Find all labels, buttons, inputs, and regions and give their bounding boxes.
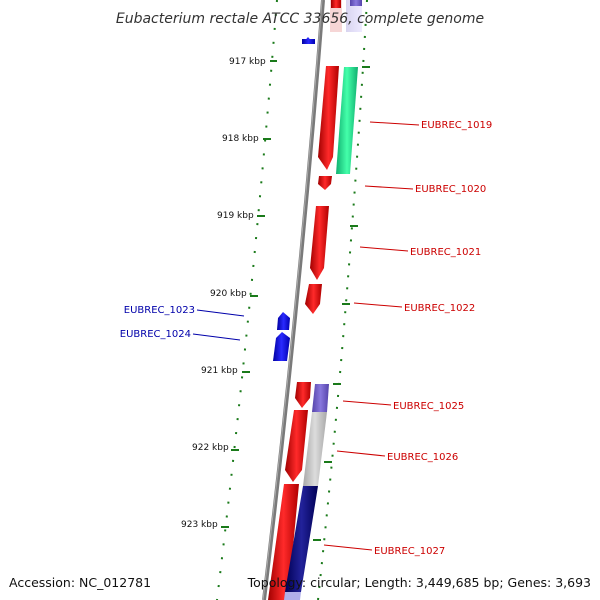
tick-label: 919 kbp [217, 211, 254, 221]
gene-eubrec-1025 [295, 382, 311, 408]
map-title: Eubacterium rectale ATCC 33656, complete… [116, 11, 484, 27]
partial-purple-feature [350, 0, 362, 6]
tick-label: 923 kbp [181, 520, 218, 530]
accession-text: Accession: NC_012781 [9, 575, 151, 590]
gene-label-eubrec-1025: EUBREC_1025 [393, 401, 464, 412]
gene-label-eubrec-1019: EUBREC_1019 [421, 120, 492, 131]
outer-tick-marks [313, 66, 370, 541]
gene-label-eubrec-1027: EUBREC_1027 [374, 546, 445, 557]
gene-label-eubrec-1020: EUBREC_1020 [415, 184, 486, 195]
tick-label: 922 kbp [192, 443, 229, 453]
tick-label: 918 kbp [222, 134, 259, 144]
partial-red-feature [331, 0, 341, 8]
navy-feature-tail [284, 592, 301, 600]
gene-label-eubrec-1026: EUBREC_1026 [387, 452, 458, 463]
gene-label-eubrec-1021: EUBREC_1021 [410, 247, 481, 258]
gene-eubrec-1026 [285, 410, 308, 482]
gene-eubrec-1022 [305, 284, 322, 314]
green-feature [336, 67, 358, 174]
navy-feature [285, 486, 318, 592]
purple-feature [312, 384, 329, 412]
tick-label: 920 kbp [210, 289, 247, 299]
topology-text: Topology: circular; Length: 3,449,685 bp… [247, 575, 591, 590]
partial-pale-feature [346, 0, 362, 32]
gene-eubrec-1020 [318, 176, 332, 190]
gene-label-eubrec-1022: EUBREC_1022 [404, 303, 475, 314]
tick-labels: 917 kbp 918 kbp 919 kbp 920 kbp 921 kbp … [181, 57, 266, 530]
gene-eubrec-1024 [273, 332, 290, 361]
gene-eubrec-1027 [268, 484, 299, 600]
gene-label-eubrec-1024: EUBREC_1024 [120, 329, 191, 340]
genome-backbone [262, 0, 325, 600]
grey-feature [303, 412, 327, 486]
gene-eubrec-1019 [318, 66, 339, 170]
tick-marks [221, 60, 277, 528]
reverse-gene-top-body [302, 39, 315, 44]
tick-label: 921 kbp [201, 366, 238, 376]
tick-label: 917 kbp [229, 57, 266, 67]
genome-backbone-highlight [262, 0, 323, 600]
label-leaders [192, 121, 420, 551]
inner-tick-track [216, 0, 278, 600]
gene-label-eubrec-1023: EUBREC_1023 [124, 305, 195, 316]
gene-eubrec-1023 [277, 312, 290, 330]
outer-tick-track [317, 0, 368, 600]
gene-labels: EUBREC_1019 EUBREC_1020 EUBREC_1021 EUBR… [120, 120, 492, 557]
gene-eubrec-1021 [310, 206, 329, 280]
